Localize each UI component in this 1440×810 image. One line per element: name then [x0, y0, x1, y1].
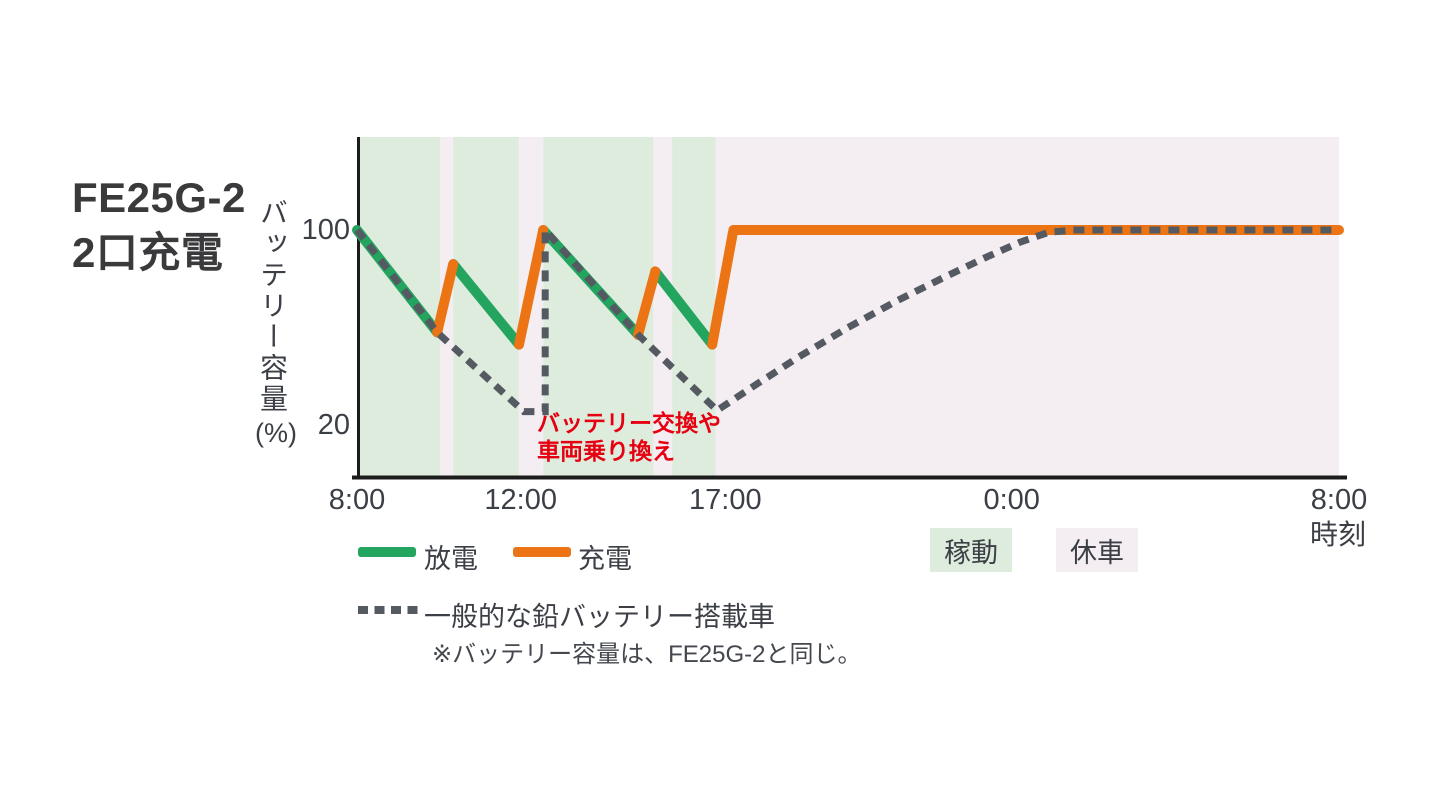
- band-rest: [715, 137, 1339, 477]
- chart-title-line1: FE25G-2: [72, 174, 246, 221]
- band-active: [357, 137, 441, 477]
- charge-legend-label: 充電: [578, 544, 632, 574]
- chart-title-line2: 2口充電: [72, 229, 224, 277]
- chart-title: FE25G-2 2口充電: [72, 170, 246, 281]
- charge-line: [633, 266, 661, 340]
- x-axis-title: 時刻: [1309, 519, 1367, 550]
- x-tick-label: 8:00: [328, 484, 386, 516]
- battery-swap-annotation: バッテリー交換や 車両乗り換え: [537, 409, 721, 465]
- lead-battery-note: ※バッテリー容量は、FE25G-2と同じ。: [432, 641, 862, 668]
- x-tick-label: 17:00: [689, 484, 762, 516]
- lead-battery-legend-label: 一般的な鉛バッテリー搭載車: [424, 602, 775, 632]
- active-band-legend-chip: 稼動: [930, 528, 1012, 572]
- y-axis-label: バッテリー容量: [257, 198, 288, 415]
- discharge-legend-swatch: [358, 547, 416, 557]
- rest-band-legend-chip: 休車: [1056, 528, 1138, 572]
- active-band-legend-label: 稼動: [944, 537, 998, 568]
- charge-line: [514, 225, 549, 350]
- x-tick-label: 8:00: [1310, 484, 1368, 516]
- y-tick-100: 100: [301, 214, 350, 246]
- discharge-line: [650, 266, 718, 350]
- battery-swap-annotation-line1: バッテリー交換や: [537, 410, 721, 436]
- battery-swap-annotation-line2: 車両乗り換え: [537, 438, 675, 464]
- discharge-line: [448, 259, 524, 350]
- charge-legend-swatch: [513, 547, 571, 557]
- x-tick-label: 0:00: [983, 484, 1040, 516]
- rest-band-legend-label: 休車: [1070, 537, 1124, 568]
- y-axis-unit: (%): [255, 418, 297, 448]
- band-rest: [653, 137, 672, 477]
- discharge-legend-label: 放電: [424, 544, 478, 574]
- x-tick-label: 12:00: [484, 484, 557, 516]
- lead-battery-legend-swatch: [358, 606, 418, 614]
- y-tick-20: 20: [317, 409, 350, 441]
- charge-line: [432, 259, 459, 338]
- band-active: [543, 137, 654, 477]
